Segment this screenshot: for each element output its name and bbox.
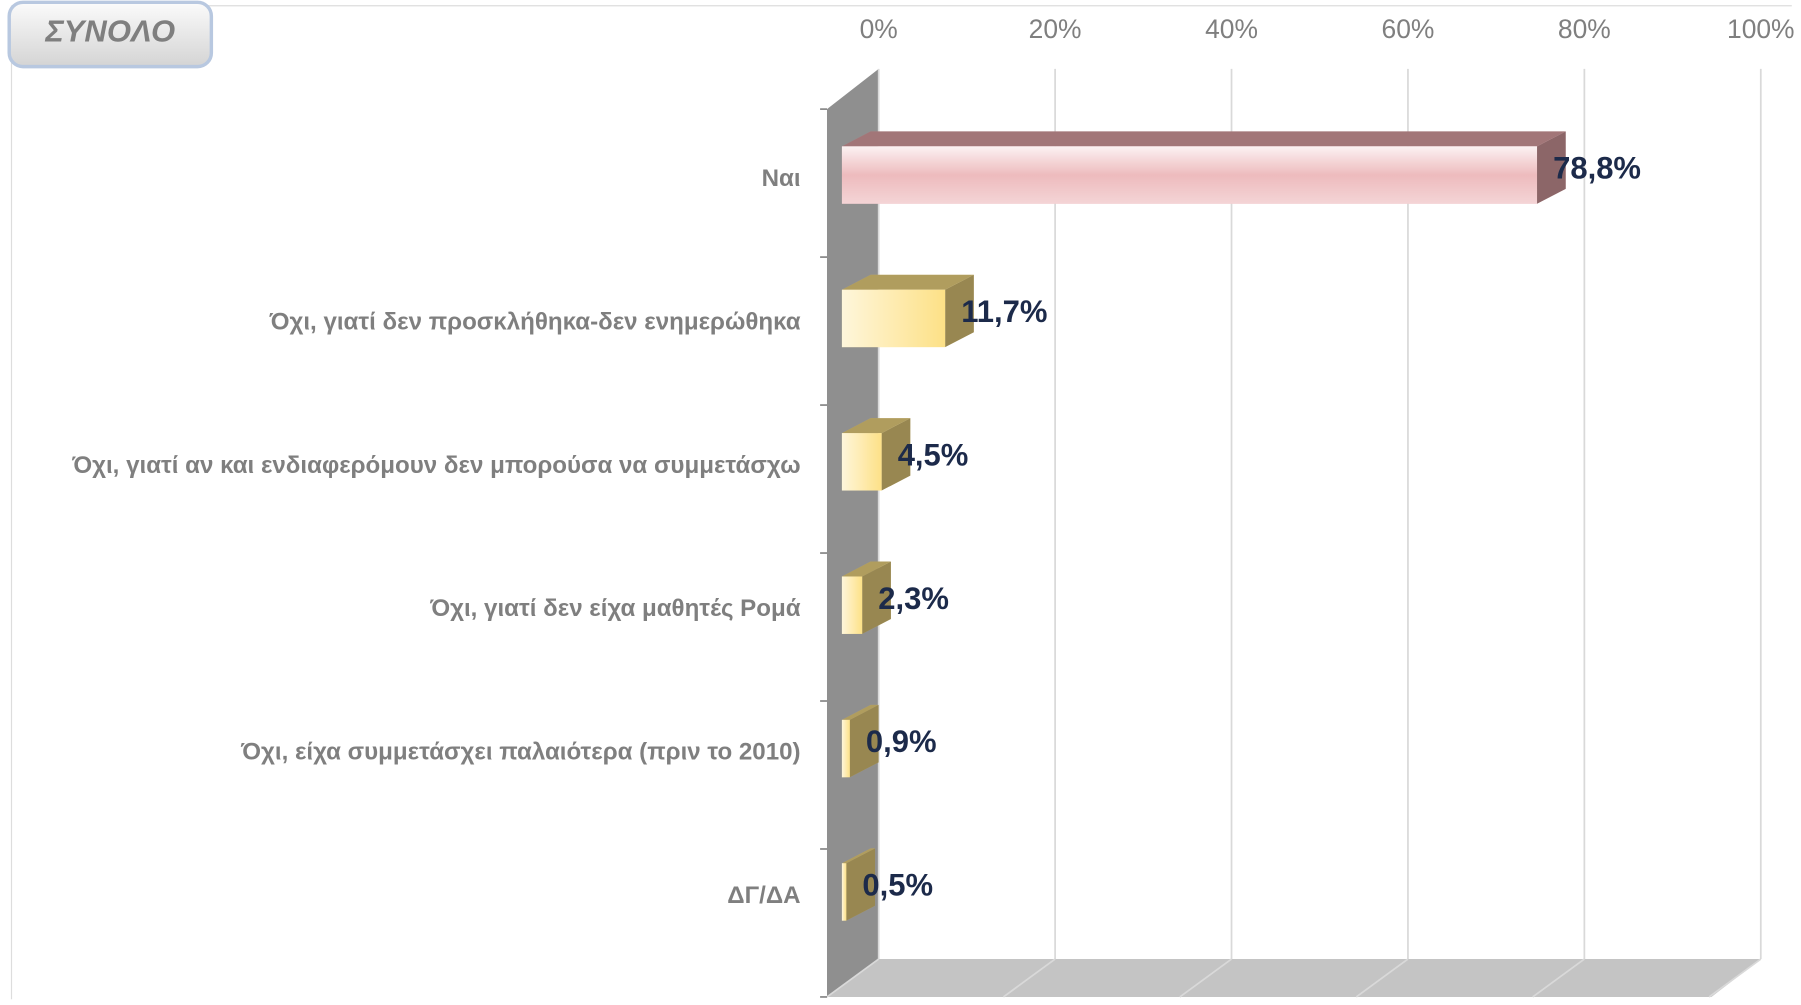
value-label: 0,5% [862,868,933,903]
bar-side-shade [849,704,879,778]
bar-top-shade [841,561,891,577]
x-tick-label: 80% [1558,14,1611,44]
bar-side-shade [846,848,876,921]
category-label: Όχι, γιατί αν και ενδιαφερόμουν δεν μπορ… [71,452,800,479]
floor-grid-line [1532,958,1585,998]
bar-gloss [841,576,863,634]
bar-top-shade [841,704,879,720]
category-label: Όχι, γιατί δεν είχα μαθητές Ρομά [429,595,801,622]
category-label: ΔΓ/ΔΑ [727,882,800,909]
floor-grid-line [1708,958,1762,998]
floor-grid-line [1179,958,1233,998]
category-label: Όχι, είχα συμμετάσχει παλαιότερα (πριν τ… [240,739,800,766]
bar-top [841,848,876,864]
category-label: Ναι [762,165,801,192]
title-badge [7,0,214,69]
bar-side [849,704,879,778]
bar-side-shade [881,418,911,491]
x-tick-label: 40% [1205,14,1258,44]
value-label: 11,7% [961,294,1047,329]
bar-gloss [841,146,1538,204]
x-tick-label: 100% [1727,14,1795,44]
bar-top [841,561,891,577]
bar-side-shade [1537,131,1566,204]
floor [826,959,1761,997]
floor-grid-line [826,958,880,998]
bar-top-shade [841,274,974,290]
value-label: 78,8% [1553,151,1641,186]
bar-side [881,418,911,491]
bar-top [841,131,1566,147]
bar-top [841,704,879,720]
bar-top-shade [841,848,876,864]
bar-side-shade [862,561,891,634]
bar-top-shade [841,131,1566,147]
floor-grid-line [1355,958,1409,998]
value-label: 0,9% [866,724,937,759]
bar-top [841,418,911,434]
bar-gloss [841,433,882,491]
bar-top-shade [841,418,911,434]
category-label: Όχι, γιατί δεν προσκλήθηκα-δεν ενημερώθη… [269,308,801,335]
bar-side [1537,131,1566,204]
value-label: 2,3% [878,581,949,616]
bar-side-shade [945,274,974,348]
bar-top [841,274,974,290]
x-tick-label: 0% [860,14,898,44]
x-tick-label: 60% [1382,14,1435,44]
value-label: 4,5% [898,437,969,472]
chart-title: ΣΥΝΟΛΟ [44,13,175,48]
bar-gloss [841,719,850,778]
bar-gloss [841,289,946,348]
x-tick-label: 20% [1029,14,1082,44]
floor-grid-line [1002,958,1056,998]
bar-side [846,848,876,921]
bar-side [862,561,891,634]
bar-gloss [841,863,847,921]
bar-side [945,274,974,348]
